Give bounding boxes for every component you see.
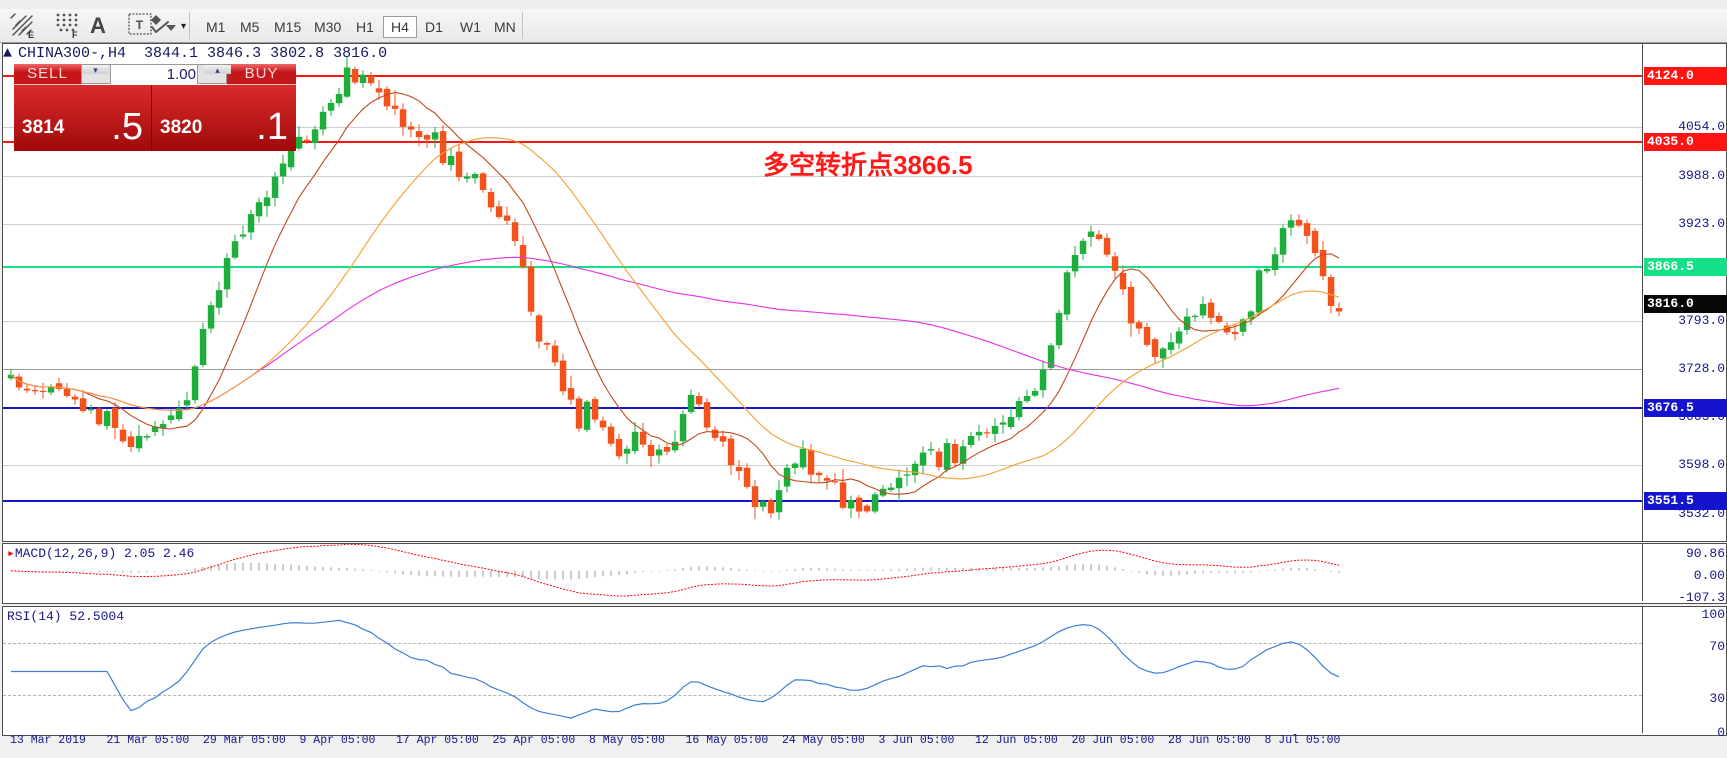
svg-text:F: F	[72, 30, 78, 39]
svg-text:E: E	[28, 30, 34, 39]
svg-text:T: T	[136, 18, 144, 33]
